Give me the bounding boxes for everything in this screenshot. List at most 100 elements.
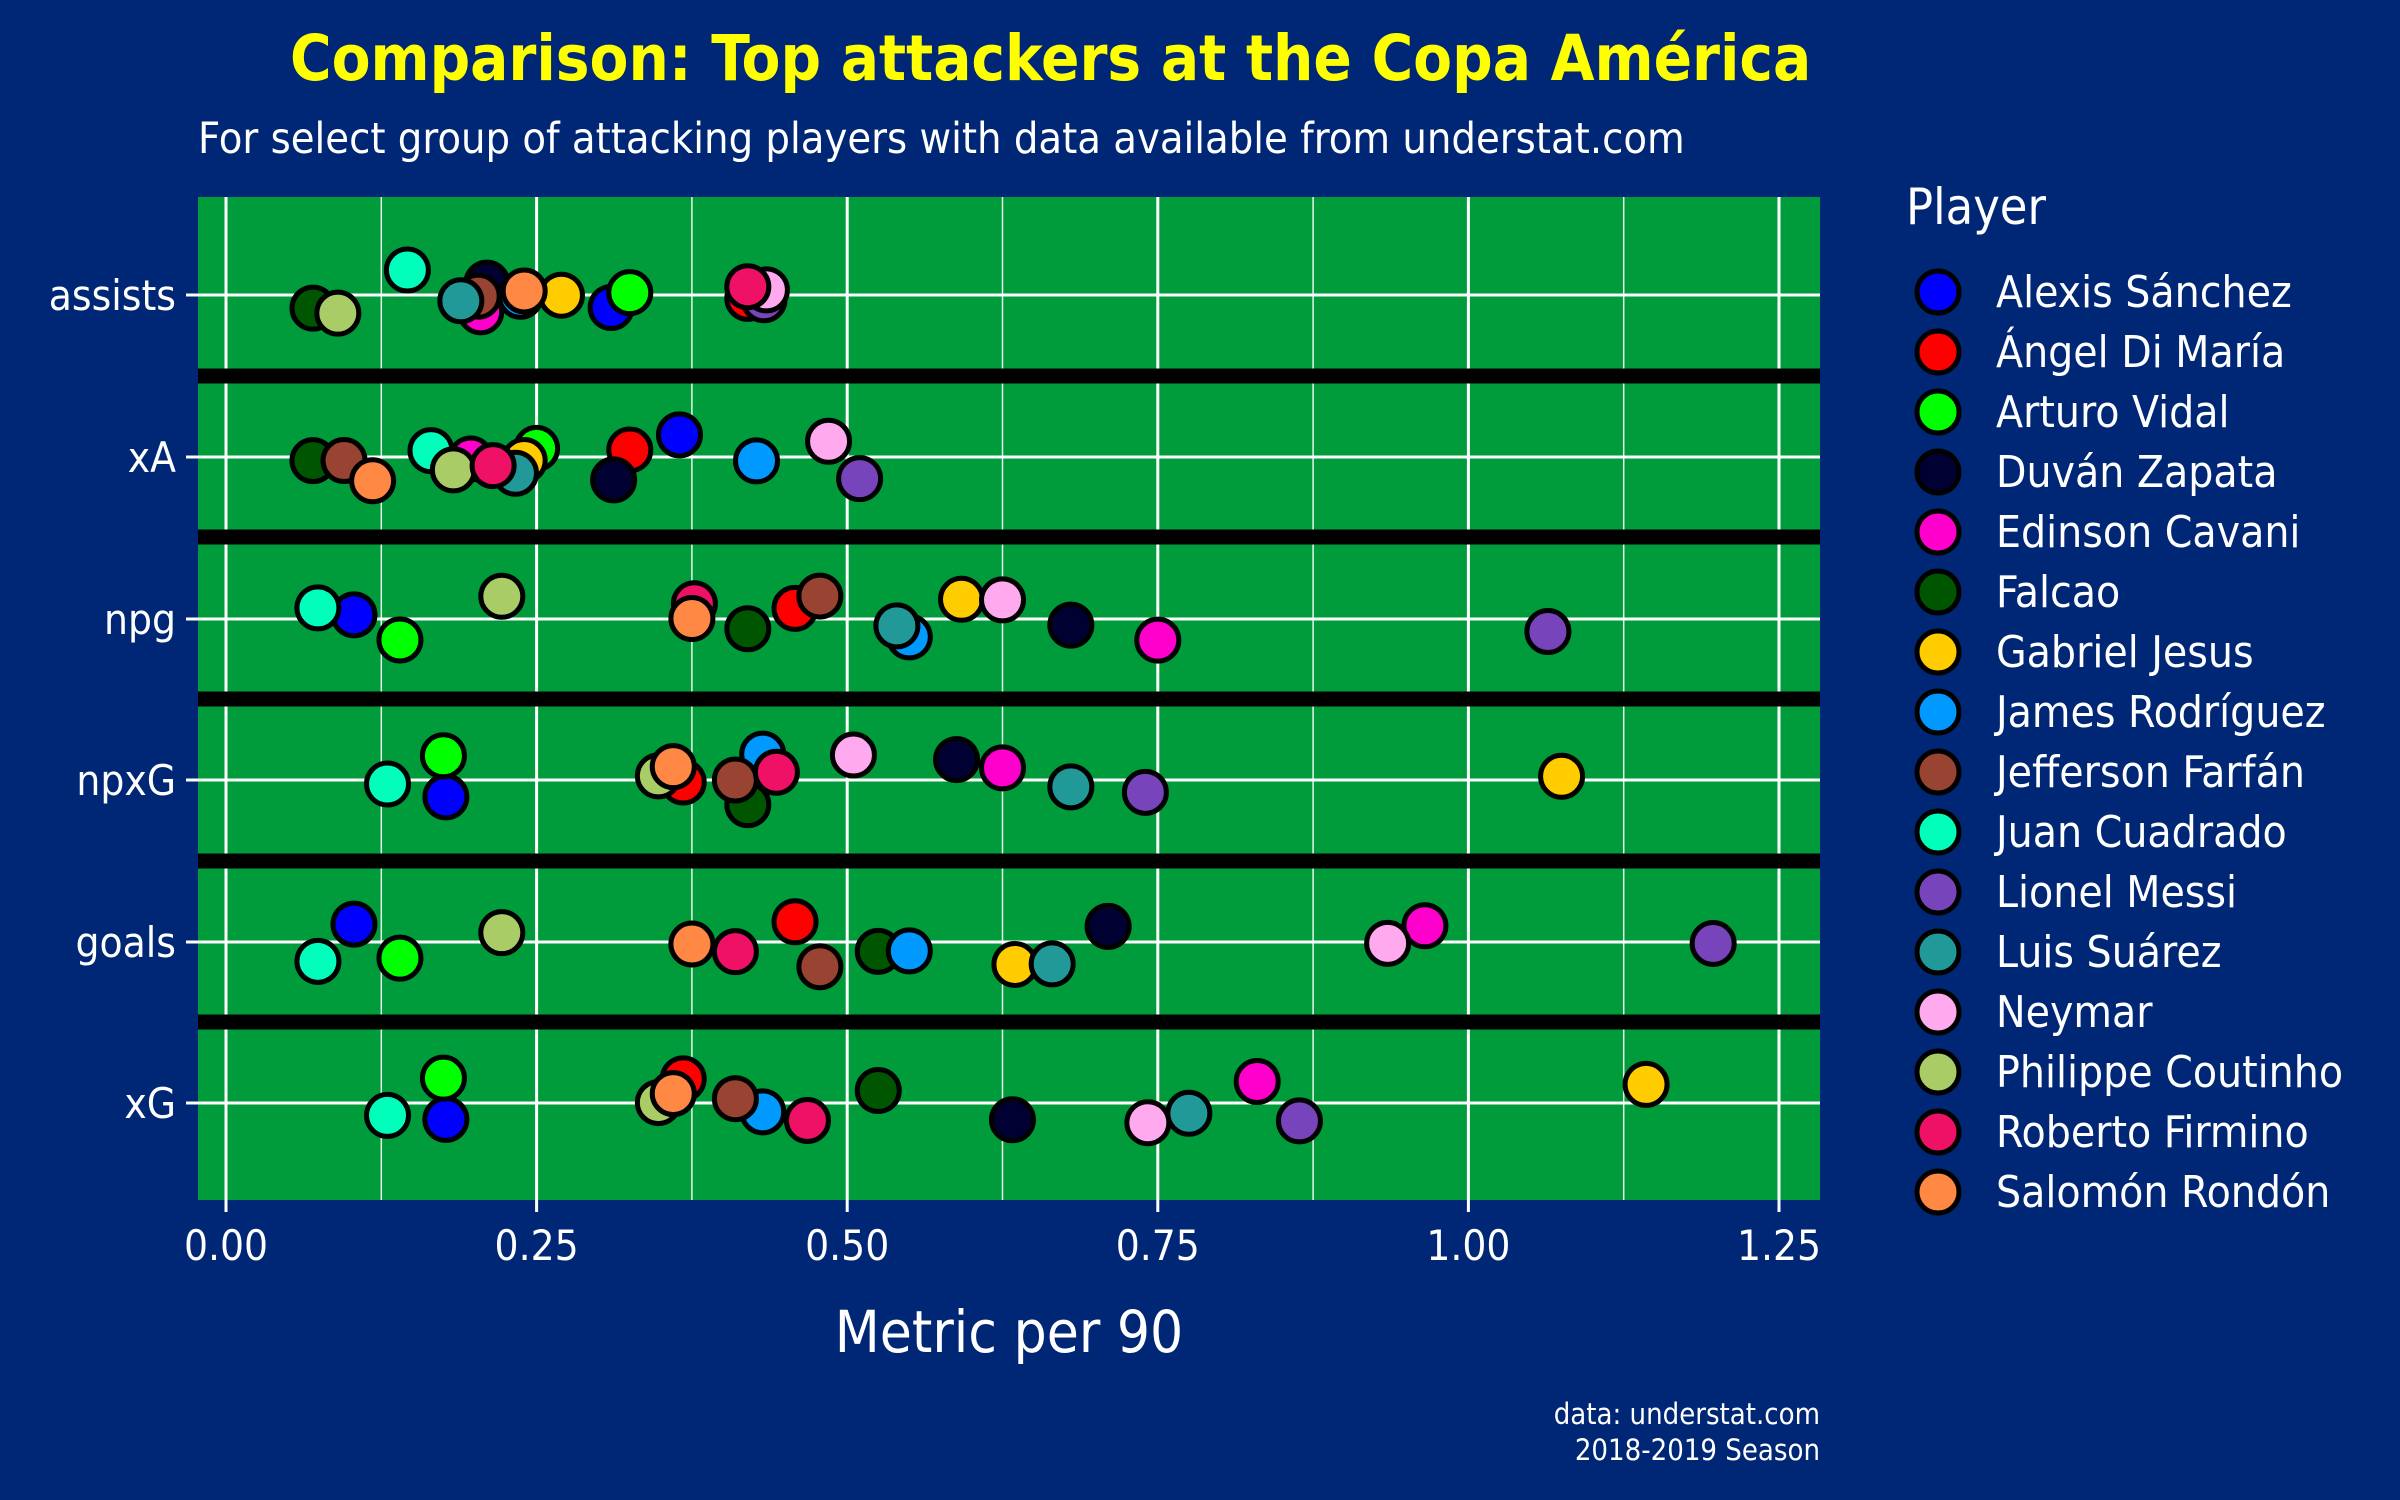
x-axis: 0.00 0.25 0.50 0.75 1.00 1.25 [184,1200,1821,1270]
legend-key [1914,448,1962,496]
legend-item: Philippe Coutinho [1914,1047,2343,1098]
data-point [724,605,772,653]
data-point [711,756,759,804]
legend-key [1914,1048,1962,1096]
caption-source: data: understat.com [1553,1397,1820,1431]
data-point [1524,608,1572,656]
legend-key [1914,688,1962,736]
data-point [1622,1060,1670,1108]
data-point [724,263,772,311]
chart-subtitle: For select group of attacking players wi… [198,114,1685,164]
y-tick-label: npg [104,595,176,644]
data-point [649,743,697,791]
data-point [478,572,526,620]
legend-label: Jefferson Farfán [1993,747,2305,798]
legend-item: Alexis Sánchez [1914,267,2292,318]
caption-season: 2018-2019 Season [1574,1433,1820,1467]
data-point [1275,1097,1323,1145]
data-point [655,411,703,459]
data-point [606,269,654,317]
legend-item: Lionel Messi [1914,867,2237,918]
caption: data: understat.com 2018-2019 Season [1554,1396,1820,1468]
legend-item: Neymar [1914,987,2153,1038]
legend-label: Neymar [1996,987,2153,1038]
data-point [1165,1089,1213,1137]
data-point [1364,919,1412,967]
legend-label: Roberto Firmino [1996,1107,2309,1158]
category-separators [198,368,1820,1030]
data-point [364,760,412,808]
legend-key [1914,868,1962,916]
legend-label: Philippe Coutinho [1996,1047,2343,1098]
y-tick-label: goals [76,918,176,967]
legend-label: Ángel Di María [1996,325,2285,378]
data-point [1084,902,1132,950]
data-points [289,246,1737,1147]
data-point [885,927,933,975]
legend-item: Duván Zapata [1914,447,2277,498]
data-point [979,744,1026,792]
x-axis-title: Metric per 90 [835,1298,1183,1366]
data-point [796,572,844,620]
y-axis: assists xA npg npxG goals xG [49,271,198,1128]
x-tick-label: 0.00 [184,1221,268,1270]
x-tick-label: 0.75 [1116,1221,1200,1270]
legend-label: Alexis Sánchez [1996,267,2292,318]
legend-label: Gabriel Jesus [1996,627,2254,678]
legend-label: Salomón Rondón [1996,1167,2330,1218]
x-tick-label: 1.25 [1737,1221,1821,1270]
data-point [783,1096,831,1144]
legend-key [1914,568,1962,616]
legend-key [1914,328,1962,376]
data-point [938,575,986,623]
data-point [376,934,424,982]
legend-key [1914,388,1962,436]
legend-item: Juan Cuadrado [1914,807,2287,858]
data-point [1401,902,1449,950]
legend-key [1914,268,1962,316]
data-point [933,736,981,784]
legend-key [1914,508,1962,556]
data-point [854,1067,902,1115]
data-point [1124,1099,1172,1147]
legend-label: Arturo Vidal [1996,387,2230,438]
data-point [349,457,397,505]
legend-key [1914,748,1962,796]
data-point [829,731,877,779]
x-tick-label: 1.00 [1426,1221,1510,1270]
y-tick-label: xG [124,1079,176,1128]
data-point [364,1091,412,1139]
y-tick-label: npxG [76,756,176,805]
legend-item: Edinson Cavani [1914,507,2300,558]
legend-title: Player [1906,178,2046,236]
data-point [330,900,378,948]
legend: Player Alexis Sánchez Ángel Di María Arturo… [1906,178,2343,1218]
x-tick-label: 0.50 [805,1221,889,1270]
data-point [383,246,431,294]
legend-key [1914,628,1962,676]
data-point [988,1096,1036,1144]
data-point [873,602,921,650]
data-point [711,1075,759,1123]
legend-item: Salomón Rondón [1914,1167,2330,1218]
data-point [429,446,477,494]
data-point [1047,601,1095,649]
chart-title: Comparison: Top attackers at the Copa Am… [290,22,1812,95]
legend-item: Jefferson Farfán [1914,747,2305,798]
legend-item: Gabriel Jesus [1914,627,2254,678]
data-point [437,277,485,325]
data-point [771,898,819,946]
legend-key [1914,1168,1962,1216]
y-tick-label: xA [128,433,176,482]
data-point [1121,768,1169,816]
data-point [733,437,781,485]
legend-label: Luis Suárez [1996,927,2221,978]
legend-key [1914,988,1962,1036]
legend-label: Falcao [1996,567,2120,618]
data-point [649,1070,697,1118]
data-point [752,748,800,796]
legend-label: Juan Cuadrado [1993,807,2287,858]
data-point [294,584,342,632]
data-point [590,456,638,504]
data-point [500,267,548,315]
